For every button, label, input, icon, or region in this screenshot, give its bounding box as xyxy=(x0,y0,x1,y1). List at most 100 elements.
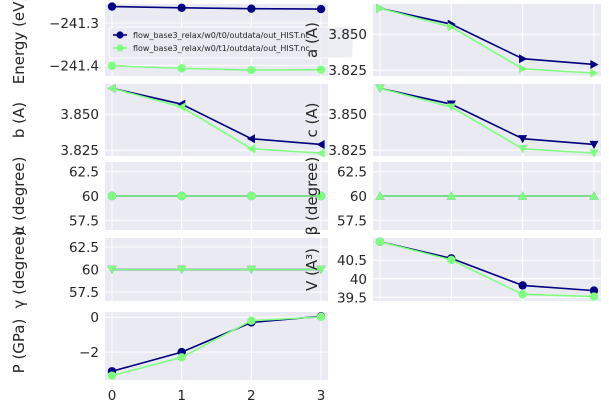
panel-b: 3.850 3.825 b (A) xyxy=(10,83,328,159)
data-point xyxy=(246,134,255,144)
y-tick-label: −2 xyxy=(79,345,99,361)
legend-label: flow_base3_relax/w0/t0/outdata/out_HIST.… xyxy=(133,31,310,40)
data-point xyxy=(107,265,117,274)
data-point xyxy=(247,316,256,325)
data-point xyxy=(589,140,599,149)
legend: flow_base3_relax/w0/t0/outdata/out_HIST.… xyxy=(108,26,354,59)
y-tick-label: 40 xyxy=(350,272,367,288)
panel-gamma: 62.5 60 57.5 γ (degree) xyxy=(10,231,328,309)
data-point xyxy=(518,281,527,290)
data-point xyxy=(518,135,528,144)
data-point xyxy=(246,265,256,274)
series-line-2 xyxy=(379,7,595,74)
legend-marker xyxy=(116,31,124,39)
y-axis-label: P (GPa) xyxy=(10,319,28,374)
data-point xyxy=(316,139,325,149)
data-point xyxy=(519,54,528,64)
series-line-2 xyxy=(379,240,595,298)
y-tick-label: 3.825 xyxy=(60,143,99,159)
data-point xyxy=(177,64,186,73)
series-line-1 xyxy=(379,87,595,146)
data-point xyxy=(446,103,456,112)
data-point xyxy=(518,191,528,200)
data-point xyxy=(316,312,326,322)
data-point xyxy=(518,290,527,299)
legend-marker xyxy=(116,44,124,52)
x-tick-label: 0 xyxy=(108,388,117,404)
series-line-1 xyxy=(111,87,322,146)
y-tick-label: 3.825 xyxy=(328,63,367,79)
data-point xyxy=(589,149,599,158)
data-point xyxy=(589,191,599,200)
y-axis-label: Energy (eV) xyxy=(10,0,28,84)
panel-energy: −241.3 −241.4 Energy (eV) flow_base3_relax/… xyxy=(10,0,354,84)
data-point xyxy=(177,3,186,13)
data-point xyxy=(375,191,385,200)
data-point xyxy=(447,22,456,32)
series-line-2 xyxy=(111,65,322,71)
data-point xyxy=(107,83,116,93)
data-point xyxy=(519,64,528,74)
y-tick-label: 3.850 xyxy=(328,107,367,123)
data-point xyxy=(107,191,117,201)
legend-label: flow_base3_relax/w0/t1/outdata/out_HIST.… xyxy=(133,44,310,53)
data-point xyxy=(589,286,599,295)
y-tick-label: 40.5 xyxy=(337,253,367,269)
panel-alpha: 62.5 60 57.5 α (degree) xyxy=(10,157,328,235)
data-point xyxy=(316,4,326,14)
y-tick-label: 3.825 xyxy=(328,143,367,159)
data-point xyxy=(316,265,326,274)
y-axis-label: c (A) xyxy=(303,103,321,138)
data-point xyxy=(247,4,256,13)
series-line-1 xyxy=(379,7,595,66)
series-line-2 xyxy=(111,87,322,154)
data-point xyxy=(177,191,186,201)
y-axis-label: V (A³) xyxy=(303,248,321,291)
y-tick-label: 57.5 xyxy=(69,213,99,229)
y-axis-label: b (A) xyxy=(10,102,28,138)
data-point xyxy=(376,3,385,13)
y-tick-label: 57.5 xyxy=(69,285,99,301)
y-tick-label: 62.5 xyxy=(337,165,367,181)
y-tick-label: −241.4 xyxy=(49,58,99,74)
data-point xyxy=(107,371,117,380)
y-tick-label: 57.5 xyxy=(337,213,367,229)
data-point xyxy=(177,102,186,112)
y-axis-label: a (A) xyxy=(303,22,321,58)
data-point xyxy=(247,191,256,201)
panel-c: 3.850 3.825 c (A) xyxy=(303,84,601,159)
data-point xyxy=(177,353,186,362)
panel-pressure: 0 −2 P (GPa) 0 1 2 3 xyxy=(10,310,328,404)
data-point xyxy=(177,265,187,274)
data-point xyxy=(247,65,256,75)
x-tick-label: 1 xyxy=(177,388,186,404)
y-tick-label: 3.850 xyxy=(60,107,99,123)
data-point xyxy=(518,145,528,154)
y-tick-label: 60 xyxy=(82,189,99,205)
y-tick-label: 62.5 xyxy=(69,240,99,256)
data-point xyxy=(246,144,255,154)
x-tick-label: 2 xyxy=(247,388,256,404)
y-tick-label: 0 xyxy=(90,310,99,326)
data-point xyxy=(107,2,117,11)
y-tick-label: 60 xyxy=(350,189,367,205)
legend-box xyxy=(108,26,354,59)
data-point xyxy=(316,191,326,201)
data-point xyxy=(447,255,456,265)
data-point xyxy=(316,65,326,74)
y-axis-label: β (degree) xyxy=(303,157,321,236)
plot-background xyxy=(105,312,328,380)
y-axis-label: γ (degree) xyxy=(10,231,28,309)
panel-volume: 40.5 40 39.5 V (A³) xyxy=(303,237,601,306)
series-line-2 xyxy=(379,87,595,154)
panel-beta: 62.5 60 57.5 β (degree) xyxy=(303,157,601,236)
data-point xyxy=(590,59,599,69)
series-line-2 xyxy=(111,316,322,377)
x-tick-label: 3 xyxy=(317,388,326,404)
data-point xyxy=(375,237,385,246)
y-tick-label: 3.850 xyxy=(328,27,367,43)
y-tick-label: −241.3 xyxy=(49,16,99,32)
data-point xyxy=(375,84,385,93)
panel-a: 3.850 3.825 a (A) xyxy=(303,3,601,79)
